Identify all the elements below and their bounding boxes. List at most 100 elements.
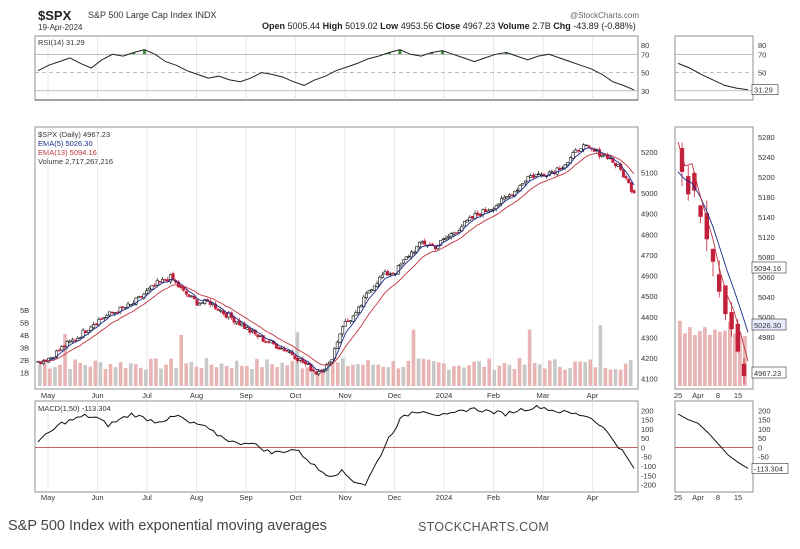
- candle-body: [558, 168, 562, 170]
- candle-body: [139, 296, 143, 298]
- volume-bar: [38, 364, 42, 386]
- candle-body: [285, 349, 289, 352]
- candle-body: [208, 300, 212, 305]
- candle-body: [277, 347, 281, 350]
- candle-body: [296, 357, 300, 362]
- macd-zoom-tick: 100: [758, 425, 771, 434]
- volume-bar: [315, 368, 320, 386]
- volume-bar: [366, 359, 370, 386]
- volume-bar: [260, 367, 264, 386]
- volume-bar: [517, 358, 522, 386]
- volume-bar: [507, 364, 512, 386]
- candle-body: [304, 361, 308, 365]
- volume-bar: [265, 359, 269, 386]
- volume-bar: [300, 368, 305, 386]
- candle-body: [129, 304, 133, 306]
- candle-body: [600, 155, 604, 158]
- candle-body: [343, 321, 347, 327]
- zoom-price-tick: 5240: [758, 153, 775, 162]
- zoom-candle-body: [717, 274, 722, 292]
- candle-body: [515, 189, 519, 192]
- candle-body: [526, 176, 530, 183]
- volume-bar: [356, 364, 360, 386]
- volume-bar: [442, 363, 446, 386]
- candle-body: [349, 320, 353, 323]
- ema13-legend: EMA(13) 5094.16: [38, 148, 97, 157]
- volume-bar: [83, 365, 88, 386]
- macd-zoom-tick: 50: [758, 434, 766, 443]
- candle-body: [126, 303, 130, 308]
- price-tick: 4100: [641, 375, 658, 384]
- volume-bar: [194, 366, 199, 386]
- candle-body: [182, 286, 186, 291]
- zoom-price-label-box: [751, 261, 787, 274]
- zoom-candle-body: [692, 172, 697, 191]
- candle-body: [266, 341, 270, 343]
- x-tick-label: Jul: [142, 391, 152, 400]
- zoom-candle-body: [723, 285, 728, 315]
- candle-body: [449, 233, 453, 238]
- candle-body: [574, 149, 578, 153]
- candle-body: [380, 274, 384, 278]
- candle-body: [399, 263, 403, 267]
- candle-body: [447, 235, 451, 238]
- volume-bar: [63, 333, 67, 386]
- candle-body: [190, 295, 194, 298]
- high-label: High: [322, 21, 343, 31]
- x-tick-label: Oct: [290, 493, 303, 502]
- candle-body: [176, 281, 180, 288]
- volume-bar: [512, 368, 517, 386]
- candle-body: [306, 363, 310, 365]
- candle-body: [264, 341, 268, 343]
- candle-body: [417, 241, 421, 248]
- candle-body: [198, 302, 202, 306]
- rsi-tick: 30: [641, 87, 649, 96]
- security-name: S&P 500 Large Cap Index INDX: [88, 10, 216, 20]
- candle-body: [187, 294, 191, 297]
- zoom-price-tick: 5140: [758, 213, 775, 222]
- candle-body: [110, 311, 114, 314]
- price-tick: 4800: [641, 230, 658, 239]
- candle-body: [280, 347, 284, 350]
- volume-bar: [290, 360, 295, 386]
- rsi-zoom-frame: [674, 35, 754, 101]
- volume-bar: [371, 364, 375, 386]
- candle-body: [571, 152, 575, 159]
- volume-bar: [325, 365, 330, 386]
- x-tick-label: Aug: [190, 493, 203, 502]
- candle-body: [396, 265, 400, 275]
- rsi-zoom-line: [677, 62, 749, 91]
- volume-bar: [320, 369, 325, 386]
- candle-body: [113, 312, 117, 314]
- x-tick-label: 2024: [436, 493, 453, 502]
- volume-bar: [250, 369, 254, 386]
- candle-body: [455, 232, 459, 234]
- volume-bar: [492, 369, 497, 386]
- volume-tick: 4B: [20, 331, 29, 340]
- candle-body: [70, 339, 74, 342]
- volume-bar: [583, 362, 587, 386]
- volume-bar: [341, 358, 345, 386]
- candle-body: [49, 357, 53, 359]
- x-tick-label: May: [41, 391, 55, 400]
- candle-body: [484, 209, 488, 213]
- zoom-volume-bar: [723, 330, 727, 386]
- candle-body: [510, 194, 514, 197]
- volume-bar: [537, 364, 542, 386]
- volume-bar: [411, 329, 416, 386]
- rsi-tick: 70: [641, 50, 649, 59]
- volume-bar: [204, 358, 209, 386]
- volume-bar: [184, 363, 189, 386]
- volume-bar: [219, 363, 224, 386]
- volume-bar: [351, 364, 355, 386]
- candle-body: [184, 290, 188, 295]
- macd-tick: 200: [641, 406, 654, 415]
- volume-tick: 5B: [20, 319, 29, 328]
- zoom-volume-bar: [678, 320, 682, 386]
- volume-bar: [234, 360, 239, 386]
- volume-bar: [305, 367, 310, 386]
- candle-body: [378, 276, 382, 285]
- low-label: Low: [380, 21, 399, 31]
- candle-body: [613, 162, 617, 167]
